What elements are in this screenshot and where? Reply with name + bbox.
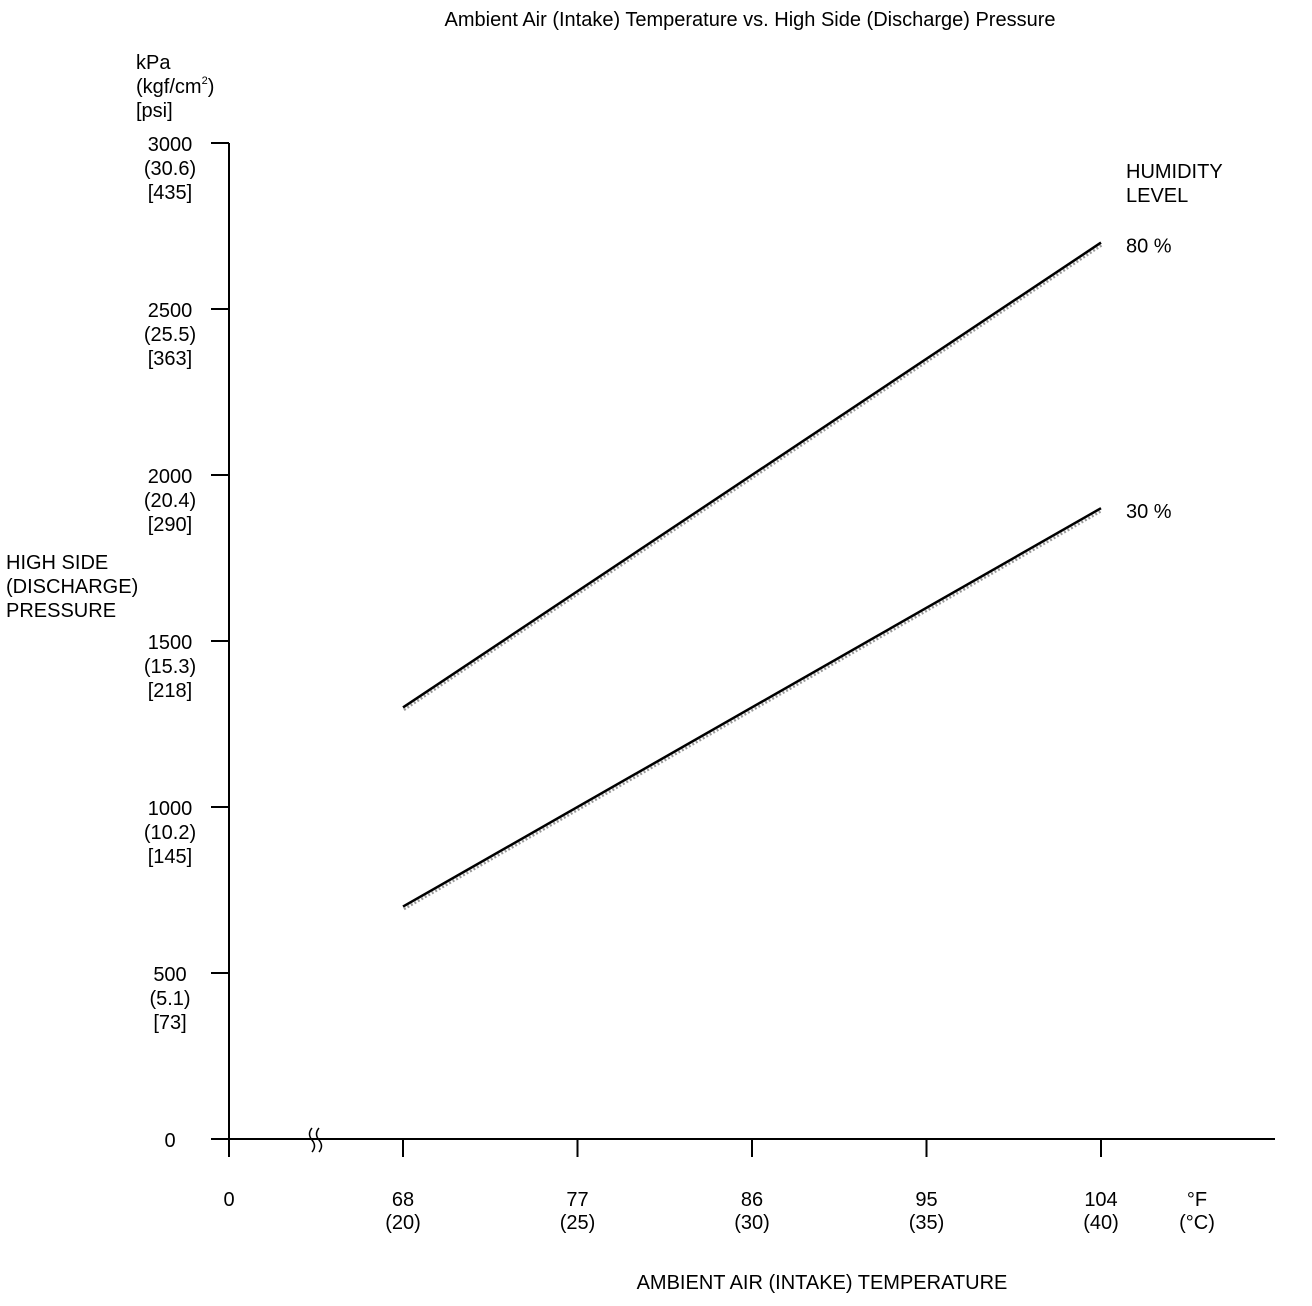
y-tick-label: 2500: [148, 300, 193, 322]
y-tick-label: [363]: [148, 348, 192, 370]
y-tick-label: (20.4): [144, 490, 196, 512]
x-tick-label: (40): [1083, 1212, 1119, 1234]
x-tick-label: (20): [385, 1212, 421, 1234]
axis-break-icon: [308, 1127, 323, 1153]
x-tick-label: (25): [560, 1212, 596, 1234]
y-tick-label: 2000: [148, 466, 193, 488]
legend-title-line: LEVEL: [1126, 185, 1188, 207]
series-line: [402, 507, 1102, 908]
x-tick-label: 68: [392, 1189, 414, 1211]
y-tick-label: [435]: [148, 182, 192, 204]
y-tick-label: [145]: [148, 846, 192, 868]
legend-title: HUMIDITY LEVEL: [1126, 161, 1223, 207]
series-line-shadow: [403, 509, 1103, 911]
y-unit-kpa: kPa: [136, 52, 171, 74]
x-tick-label: 95: [915, 1189, 937, 1211]
y-tick-label: (25.5): [144, 324, 196, 346]
x-axis-label: AMBIENT AIR (INTAKE) TEMPERATURE: [637, 1272, 1008, 1294]
series-line-shadow: [403, 244, 1103, 711]
y-axis-label-line: (DISCHARGE): [6, 576, 138, 598]
legend-title-line: HUMIDITY: [1126, 161, 1223, 183]
x-unit-label: °F (°C): [1179, 1189, 1215, 1234]
y-axis-label: HIGH SIDE (DISCHARGE) PRESSURE: [6, 552, 138, 622]
y-axis-label-line: PRESSURE: [6, 600, 116, 622]
y-axis-label-line: HIGH SIDE: [6, 552, 108, 574]
x-unit-fahrenheit: °F: [1187, 1189, 1207, 1211]
y-unit-psi: [psi]: [136, 100, 173, 122]
series-line: [402, 241, 1102, 709]
y-tick-label: 0: [164, 1130, 175, 1152]
y-tick-label: [290]: [148, 514, 192, 536]
series-lines: 80 % 30 %: [402, 236, 1172, 911]
series-label: 80 %: [1126, 236, 1172, 258]
y-tick-label: (5.1): [149, 988, 190, 1010]
x-origin-label: 0: [223, 1189, 234, 1211]
x-tick-label: (30): [734, 1212, 770, 1234]
x-unit-celsius: (°C): [1179, 1212, 1215, 1234]
x-tick-label: 104: [1084, 1189, 1117, 1211]
x-tick-label: 77: [566, 1189, 588, 1211]
y-unit-kgf: (kgf/cm2): [136, 75, 214, 98]
y-tick-label: [73]: [153, 1012, 186, 1034]
y-tick-label: 500: [153, 964, 186, 986]
y-ticks: 0500(5.1)[73]1000(10.2)[145]1500(15.3)[2…: [144, 134, 229, 1152]
x-tick-label: (35): [909, 1212, 945, 1234]
y-tick-label: (10.2): [144, 822, 196, 844]
y-tick-label: 1000: [148, 798, 193, 820]
y-unit-label: kPa (kgf/cm2) [psi]: [136, 52, 214, 122]
y-tick-label: 3000: [148, 134, 193, 156]
chart-title: Ambient Air (Intake) Temperature vs. Hig…: [445, 9, 1056, 31]
y-tick-label: (30.6): [144, 158, 196, 180]
x-ticks: 68(20) 77(25) 86(30) 95(35) 104(40): [385, 1139, 1119, 1234]
x-tick-label: 86: [741, 1189, 763, 1211]
series-label: 30 %: [1126, 501, 1172, 523]
y-tick-label: 1500: [148, 632, 193, 654]
y-tick-label: (15.3): [144, 656, 196, 678]
y-tick-label: [218]: [148, 680, 192, 702]
